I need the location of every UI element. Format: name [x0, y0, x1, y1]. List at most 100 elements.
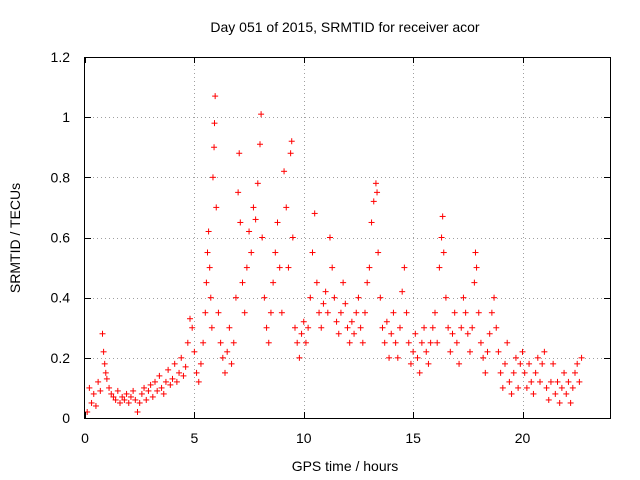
data-point	[545, 396, 552, 403]
data-point	[270, 279, 277, 286]
data-point	[403, 309, 410, 316]
data-point	[462, 309, 469, 316]
data-point	[130, 387, 137, 394]
data-point	[200, 339, 207, 346]
data-point	[482, 369, 489, 376]
data-point	[552, 390, 559, 397]
data-point	[392, 339, 399, 346]
data-point	[550, 360, 557, 367]
data-point	[136, 399, 143, 406]
x-tick-labels: 0 5 10 15 20	[81, 430, 530, 446]
data-point	[554, 378, 561, 385]
data-point	[473, 264, 480, 271]
data-point	[504, 339, 511, 346]
data-point	[241, 309, 248, 316]
data-point	[488, 309, 495, 316]
data-point	[276, 264, 283, 271]
data-point	[178, 354, 185, 361]
data-point	[263, 324, 270, 331]
data-point	[364, 279, 371, 286]
data-point	[421, 324, 428, 331]
data-point	[97, 387, 104, 394]
data-point	[254, 180, 261, 187]
data-point	[407, 360, 414, 367]
data-point	[112, 396, 119, 403]
data-point	[480, 354, 487, 361]
data-point	[497, 369, 504, 376]
data-point	[248, 249, 255, 256]
data-point	[534, 354, 541, 361]
data-point	[565, 378, 572, 385]
data-point	[370, 198, 377, 205]
data-point	[456, 360, 463, 367]
data-point	[467, 348, 473, 355]
data-point	[394, 354, 401, 361]
data-point	[397, 324, 403, 331]
data-point	[108, 390, 115, 397]
data-point	[173, 378, 180, 385]
y-tick-label: 0.6	[51, 230, 71, 246]
data-point	[193, 369, 200, 376]
y-tick-label: 0	[62, 410, 70, 426]
data-point	[165, 366, 172, 373]
data-point	[123, 390, 130, 397]
data-point	[569, 384, 576, 391]
data-point	[212, 93, 219, 100]
data-point	[327, 234, 333, 241]
y-tick-label: 0.2	[51, 350, 71, 366]
data-point	[372, 180, 379, 187]
data-point	[132, 396, 139, 403]
data-point	[346, 339, 353, 346]
data-point	[217, 339, 224, 346]
data-point	[119, 393, 126, 400]
data-point	[289, 234, 296, 241]
data-point	[274, 219, 281, 226]
data-point	[156, 372, 163, 379]
data-point	[523, 384, 530, 391]
data-point	[344, 324, 351, 331]
x-tick-label: 15	[405, 430, 421, 446]
data-point	[184, 339, 191, 346]
data-point	[167, 381, 174, 388]
data-point	[515, 384, 522, 391]
y-tick-labels: 0 0.2 0.4 0.6 0.8 1 1.2	[51, 49, 71, 426]
data-point	[252, 216, 259, 223]
data-point	[88, 399, 95, 406]
data-point	[377, 294, 384, 301]
data-point	[574, 360, 581, 367]
data-point	[182, 363, 189, 370]
data-point	[145, 387, 152, 394]
data-point	[176, 369, 183, 376]
data-point	[316, 309, 323, 316]
data-point	[305, 324, 312, 331]
data-point	[313, 279, 320, 286]
data-point	[207, 294, 214, 301]
data-point	[335, 330, 342, 337]
data-point	[331, 294, 338, 301]
data-point	[556, 399, 563, 406]
data-point	[337, 309, 344, 316]
data-point	[436, 264, 443, 271]
data-point	[429, 324, 436, 331]
data-point	[458, 324, 465, 331]
data-point	[243, 264, 250, 271]
data-point	[209, 174, 216, 181]
data-point	[232, 294, 239, 301]
data-point	[213, 204, 220, 211]
data-point	[149, 393, 156, 400]
data-point	[311, 210, 318, 217]
data-point	[307, 294, 314, 301]
data-point	[399, 288, 406, 295]
data-point	[351, 330, 358, 337]
data-point	[558, 384, 565, 391]
data-point	[401, 264, 408, 271]
data-point	[447, 348, 454, 355]
data-point	[294, 339, 301, 346]
data-point	[530, 390, 537, 397]
data-point	[390, 309, 397, 316]
grid-lines	[85, 57, 610, 418]
data-point	[410, 348, 417, 355]
data-point	[532, 369, 539, 376]
data-point	[162, 378, 169, 385]
